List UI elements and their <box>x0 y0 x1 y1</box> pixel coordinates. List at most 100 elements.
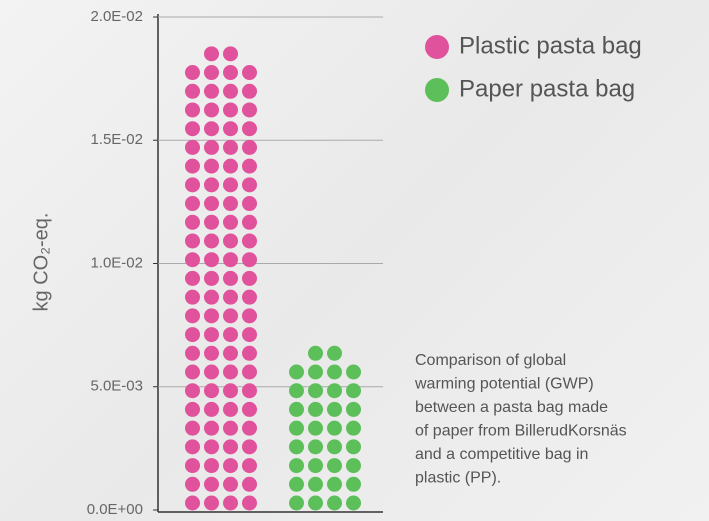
dot <box>223 233 238 249</box>
legend-marker <box>425 78 449 102</box>
dot <box>223 139 238 155</box>
dot <box>346 364 361 380</box>
dot <box>327 401 342 417</box>
dot <box>204 364 219 380</box>
dot <box>223 252 238 268</box>
dot <box>242 383 257 399</box>
dot <box>204 102 219 118</box>
y-tick-label: 0.0E+00 <box>87 501 143 518</box>
dot <box>223 345 238 361</box>
dot <box>346 401 361 417</box>
dot <box>223 420 238 436</box>
dot <box>308 345 323 361</box>
dot <box>185 476 200 492</box>
dot <box>223 46 238 62</box>
dot <box>223 364 238 380</box>
dot <box>242 345 257 361</box>
dot <box>185 383 200 399</box>
annotation-line: warming potential (GWP) <box>414 376 594 393</box>
dot <box>327 345 342 361</box>
dot <box>289 458 304 474</box>
dot <box>242 420 257 436</box>
dot <box>242 196 257 212</box>
dot <box>204 139 219 155</box>
dot-bar <box>185 46 257 511</box>
dot <box>242 65 257 81</box>
dot <box>242 233 257 249</box>
dot <box>185 458 200 474</box>
dot <box>204 383 219 399</box>
dot <box>327 476 342 492</box>
dot <box>185 83 200 99</box>
dot <box>223 439 238 455</box>
dot <box>185 364 200 380</box>
dot <box>242 439 257 455</box>
dot <box>223 458 238 474</box>
dot <box>223 196 238 212</box>
dot <box>204 214 219 230</box>
dot <box>185 401 200 417</box>
dot <box>346 420 361 436</box>
dot <box>223 102 238 118</box>
dot <box>327 420 342 436</box>
dot <box>204 233 219 249</box>
dot <box>289 364 304 380</box>
dot <box>242 83 257 99</box>
dot <box>204 401 219 417</box>
legend-marker <box>425 35 449 59</box>
dot <box>223 495 238 511</box>
dot <box>204 270 219 286</box>
legend-label: Paper pasta bag <box>459 75 635 102</box>
dot <box>308 383 323 399</box>
dot <box>308 495 323 511</box>
dot <box>185 439 200 455</box>
dot <box>204 289 219 305</box>
y-axis-label: kg CO₂-eq. <box>30 213 52 312</box>
dot <box>204 65 219 81</box>
dot <box>223 476 238 492</box>
dot <box>308 401 323 417</box>
dot <box>185 327 200 343</box>
dot-bar <box>289 345 361 511</box>
dot <box>289 420 304 436</box>
dot <box>223 308 238 324</box>
dot <box>346 476 361 492</box>
dot <box>327 383 342 399</box>
dot <box>242 252 257 268</box>
dot <box>327 439 342 455</box>
dot <box>242 327 257 343</box>
dot <box>185 196 200 212</box>
dot <box>223 158 238 174</box>
dot <box>185 495 200 511</box>
dot <box>185 102 200 118</box>
dot <box>346 439 361 455</box>
dot <box>204 252 219 268</box>
dot <box>204 308 219 324</box>
dot <box>242 401 257 417</box>
dot <box>204 46 219 62</box>
dot <box>327 495 342 511</box>
dot <box>185 420 200 436</box>
dot <box>223 327 238 343</box>
dot <box>185 289 200 305</box>
dot <box>242 102 257 118</box>
dot <box>204 495 219 511</box>
dot <box>327 364 342 380</box>
dot <box>308 458 323 474</box>
dot <box>185 233 200 249</box>
dot <box>346 495 361 511</box>
dot <box>242 364 257 380</box>
dot <box>204 327 219 343</box>
dot <box>308 364 323 380</box>
dot <box>204 196 219 212</box>
dot <box>242 308 257 324</box>
dot <box>204 476 219 492</box>
dot <box>204 345 219 361</box>
dot <box>204 158 219 174</box>
annotation-line: Comparison of global <box>415 352 566 369</box>
dot <box>185 270 200 286</box>
dot <box>185 308 200 324</box>
dot <box>242 458 257 474</box>
dot <box>242 476 257 492</box>
